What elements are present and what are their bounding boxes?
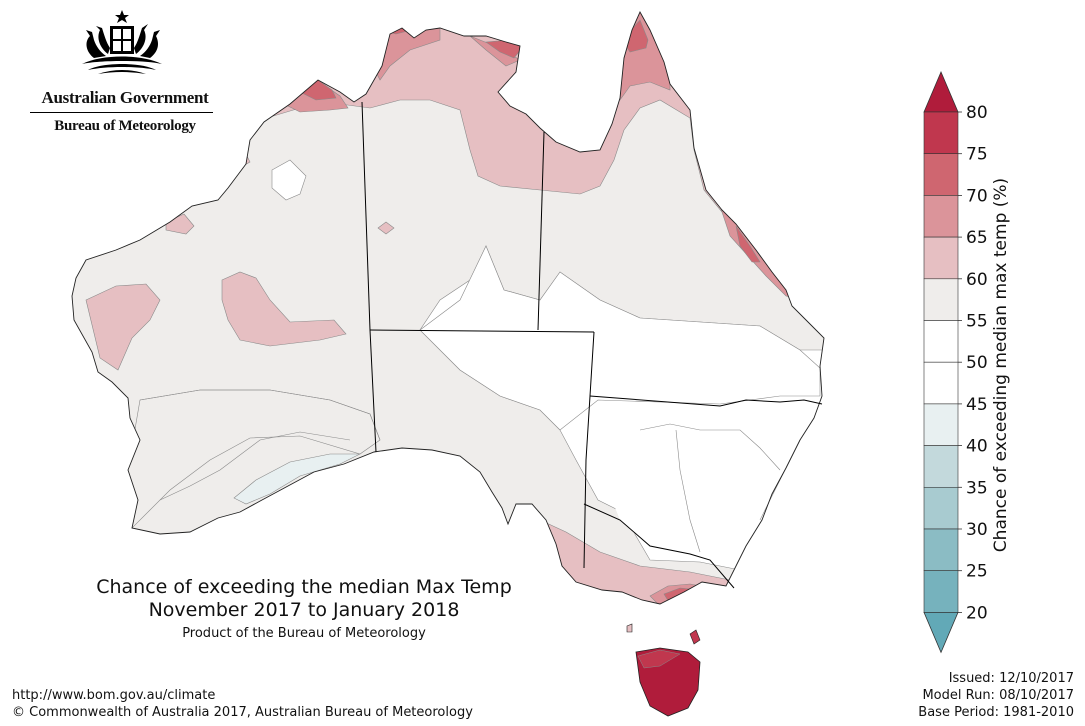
- footer-right: Issued: 12/10/2017 Model Run: 08/10/2017…: [918, 670, 1074, 721]
- legend-swatch: [923, 195, 959, 238]
- bass-strait-island: [689, 629, 701, 645]
- border-nt-qld: [537, 131, 545, 331]
- government-name: Australian Government: [41, 88, 209, 107]
- map-title: Chance of exceeding the median Max Temp: [96, 576, 512, 598]
- legend-swatch: [923, 570, 959, 613]
- map-subtitle: Product of the Bureau of Meteorology: [182, 626, 426, 641]
- probability-zone-70-75-qld-coast: [735, 225, 761, 263]
- legend-tick-label: 75: [966, 145, 988, 165]
- legend-swatch: [923, 320, 959, 363]
- contour-line: [675, 429, 701, 553]
- color-legend: 80 75 70 65 60 55 50 45 40 35 30 25 20: [923, 70, 988, 654]
- legend-swatch: [923, 528, 959, 572]
- border-nsw-vic: [583, 503, 735, 589]
- copyright: © Commonwealth of Australia 2017, Austra…: [12, 705, 473, 720]
- legend-tick-label: 45: [966, 395, 988, 415]
- contour-line: [139, 389, 381, 441]
- map-title-block: Chance of exceeding the median Max Temp …: [54, 576, 554, 641]
- legend-tick-label: 70: [966, 186, 988, 206]
- coat-of-arms-icon: [82, 10, 162, 74]
- model-run-date: Model Run: 08/10/2017: [922, 688, 1074, 703]
- legend-swatch: [923, 403, 959, 446]
- legend-swatch: [923, 236, 959, 280]
- legend-tick-label: 40: [966, 437, 988, 457]
- legend-swatch: [923, 445, 959, 488]
- footer-left: http://www.bom.gov.au/climate © Commonwe…: [12, 687, 473, 721]
- logo-divider: [30, 112, 213, 113]
- legend-swatch: [923, 278, 959, 321]
- government-logo: Australian Government Bureau of Meteorol…: [24, 8, 224, 140]
- legend-tick-label: 35: [966, 478, 988, 498]
- border-nt-sa: [369, 329, 595, 333]
- agency-name: Bureau of Meteorology: [54, 118, 196, 134]
- probability-zone-70-75-cape: [621, 19, 649, 53]
- probability-zone-60-65-west: [85, 283, 161, 371]
- probability-zone-40-45-south: [233, 453, 361, 505]
- legend-tick-label: 55: [966, 312, 988, 332]
- contour-line: [159, 431, 351, 501]
- probability-zone-60-65-small: [377, 221, 395, 235]
- legend-swatch: [923, 111, 959, 155]
- probability-zone-50-55-east: [598, 396, 822, 552]
- tasmania-zone-75-80: [637, 649, 681, 669]
- probability-zone-60-65-central-west: [221, 271, 347, 347]
- base-period: Base Period: 1981-2010: [918, 705, 1074, 720]
- border-sa-qld-nsw-vic: [583, 331, 595, 569]
- legend-swatch: [923, 486, 959, 530]
- probability-zone-50-55-pilbara: [271, 159, 307, 201]
- issued-date: Issued: 12/10/2017: [948, 671, 1074, 686]
- legend-tick-label: 80: [966, 103, 988, 123]
- border-qld-nsw: [589, 395, 823, 407]
- source-url[interactable]: http://www.bom.gov.au/climate: [12, 688, 216, 703]
- mainland-coastline: [71, 10, 825, 605]
- probability-zone-50-55-interior: [419, 245, 821, 431]
- legend-arrow-down: [923, 612, 959, 654]
- map-period: November 2017 to January 2018: [148, 599, 460, 621]
- legend-tick-label: 50: [966, 353, 988, 373]
- legend-swatch: [923, 153, 959, 196]
- legend-title: Chance of exceeding median max temp (%): [991, 177, 1011, 553]
- legend-arrow-up: [923, 70, 959, 113]
- legend-swatch: [923, 361, 959, 405]
- bass-strait-island-west: [626, 623, 633, 633]
- legend-tick-label: 65: [966, 228, 988, 248]
- contour-line: [639, 423, 781, 471]
- legend-tick-label: 25: [966, 562, 988, 582]
- legend-tick-label: 30: [966, 520, 988, 540]
- legend-tick-label: 20: [966, 603, 988, 623]
- legend-tick-label: 60: [966, 270, 988, 290]
